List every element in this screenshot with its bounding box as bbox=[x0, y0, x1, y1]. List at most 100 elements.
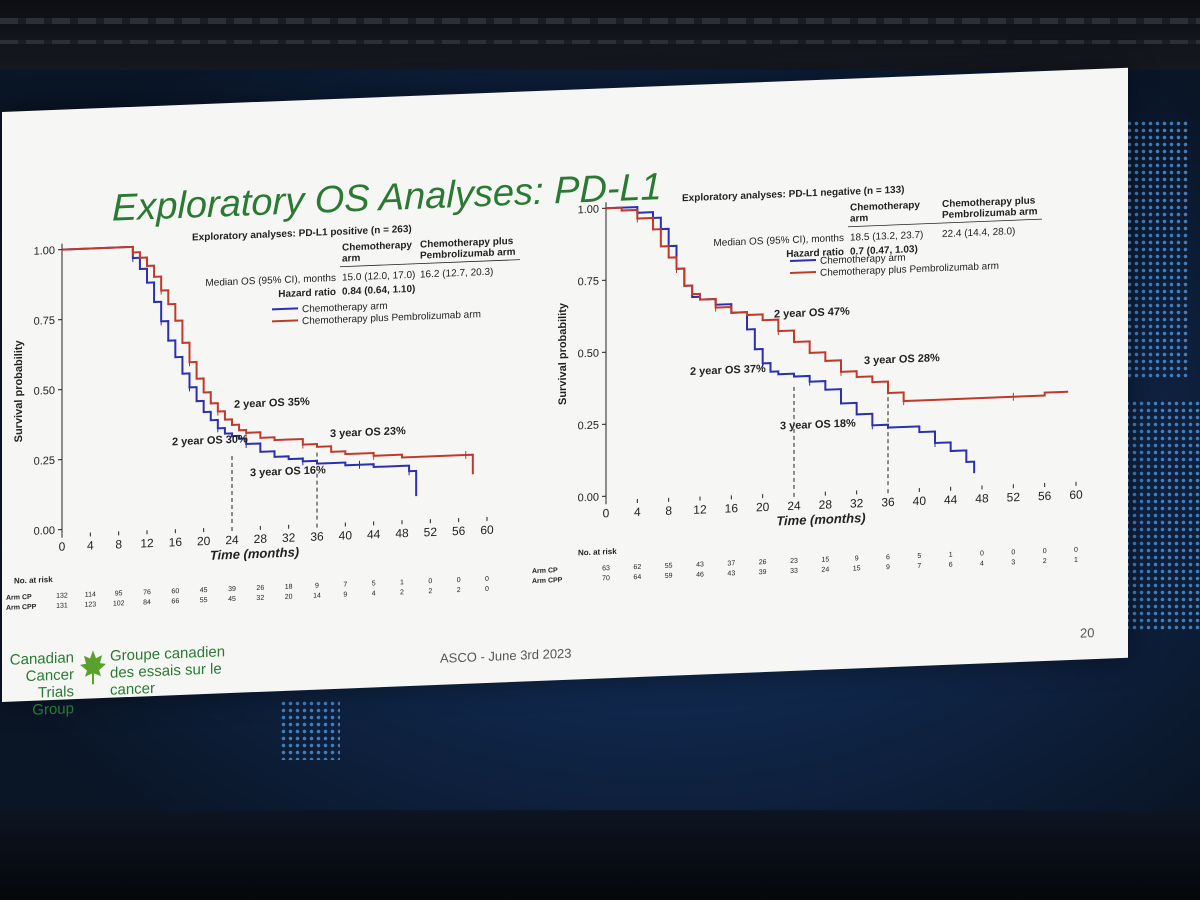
table-median-chemo-pembro: 22.4 (14.4, 28.0) bbox=[942, 226, 1015, 240]
world-map-dots bbox=[280, 700, 340, 760]
x-tick-label: 28 bbox=[819, 497, 833, 512]
maple-leaf-icon bbox=[80, 650, 106, 685]
y-tick-label: 1.00 bbox=[578, 204, 599, 217]
x-tick-label: 12 bbox=[140, 536, 154, 551]
table-col-chemo: Chemotherapyarm bbox=[342, 240, 412, 265]
risk-count: 66 bbox=[171, 598, 179, 605]
os-annotation: 2 year OS 37% bbox=[690, 363, 766, 378]
os-annotation: 2 year OS 30% bbox=[172, 433, 248, 448]
risk-count: 0 bbox=[485, 586, 489, 593]
risk-count: 102 bbox=[113, 600, 125, 607]
risk-count: 32 bbox=[256, 595, 264, 602]
risk-count: 63 bbox=[602, 565, 610, 572]
risk-row-label: Arm CP bbox=[6, 594, 32, 602]
risk-count: 3 bbox=[1011, 559, 1015, 566]
y-tick-label: 0.25 bbox=[578, 420, 599, 433]
x-tick-label: 44 bbox=[367, 527, 381, 542]
risk-count: 70 bbox=[602, 575, 610, 582]
risk-count: 18 bbox=[285, 584, 293, 591]
risk-count: 20 bbox=[285, 594, 293, 601]
legend-swatch bbox=[272, 307, 298, 311]
table-hr-value: 0.7 (0.47, 1.03) bbox=[850, 244, 918, 258]
risk-count: 39 bbox=[228, 586, 236, 593]
table-row-hr-label: Hazard ratio bbox=[786, 247, 844, 260]
risk-count: 43 bbox=[727, 570, 735, 577]
cctg-logo: Canadian Cancer Trials Group Groupe cana… bbox=[2, 643, 242, 719]
x-tick-label: 0 bbox=[59, 540, 66, 554]
x-tick-label: 20 bbox=[197, 534, 211, 549]
risk-count: 15 bbox=[853, 565, 861, 572]
x-tick-label: 52 bbox=[1007, 490, 1021, 505]
risk-count: 5 bbox=[917, 553, 921, 560]
x-axis-label: Time (months) bbox=[210, 544, 299, 563]
table-median-chemo: 15.0 (12.0, 17.0) bbox=[342, 270, 415, 284]
legend-label: Chemotherapy arm bbox=[302, 301, 388, 315]
risk-count: 26 bbox=[759, 559, 767, 566]
risk-count: 45 bbox=[200, 587, 208, 594]
x-tick-label: 48 bbox=[975, 491, 989, 506]
os-annotation: 3 year OS 28% bbox=[864, 352, 940, 367]
risk-table-title: No. at risk bbox=[578, 547, 617, 558]
x-tick-label: 56 bbox=[452, 524, 466, 539]
os-annotation: 3 year OS 23% bbox=[330, 425, 406, 440]
risk-row-label: Arm CP bbox=[532, 567, 558, 575]
table-row-median-label: Median OS (95% CI), months bbox=[205, 273, 336, 289]
risk-count: 14 bbox=[313, 592, 321, 599]
risk-row-label: Arm CPP bbox=[532, 577, 563, 585]
risk-count: 7 bbox=[917, 563, 921, 570]
x-tick-label: 24 bbox=[787, 499, 801, 514]
x-tick-label: 36 bbox=[881, 495, 895, 510]
risk-count: 76 bbox=[143, 589, 151, 596]
risk-count: 2 bbox=[1043, 558, 1047, 565]
risk-count: 0 bbox=[457, 577, 461, 584]
y-tick-label: 0.75 bbox=[34, 315, 55, 328]
risk-count: 0 bbox=[1074, 547, 1078, 554]
presentation-slide: Exploratory OS Analyses: PD-L1 0.00 0.25 0… bbox=[2, 67, 1128, 719]
risk-count: 55 bbox=[200, 597, 208, 604]
risk-count: 9 bbox=[315, 583, 319, 590]
risk-count: 62 bbox=[633, 564, 641, 571]
ceiling-truss bbox=[0, 0, 1200, 70]
legend-label: Chemotherapy arm bbox=[820, 253, 906, 267]
risk-count: 4 bbox=[372, 590, 376, 597]
x-tick-label: 8 bbox=[115, 537, 122, 551]
risk-count: 6 bbox=[949, 562, 953, 569]
risk-table-title: No. at risk bbox=[14, 575, 53, 586]
os-annotation: 3 year OS 16% bbox=[250, 464, 326, 479]
table-col-chemo: Chemotherapyarm bbox=[850, 200, 920, 225]
survival-curve bbox=[62, 245, 474, 475]
x-tick-label: 28 bbox=[254, 532, 268, 547]
x-tick-label: 60 bbox=[1069, 488, 1083, 503]
x-tick-label: 24 bbox=[225, 533, 239, 548]
legend-swatch bbox=[272, 319, 298, 323]
y-tick-label: 0.50 bbox=[578, 348, 599, 361]
risk-count: 37 bbox=[727, 560, 735, 567]
risk-count: 5 bbox=[372, 580, 376, 587]
x-axis-line bbox=[606, 482, 1076, 500]
table-col-chemo-pembro: Chemotherapy plusPembrolizumab arm bbox=[942, 195, 1038, 221]
page-number: 20 bbox=[1080, 625, 1095, 641]
y-tick-label: 0.75 bbox=[578, 276, 599, 289]
x-tick-label: 4 bbox=[634, 505, 641, 519]
chart-pdl1-positive: 0.000.250.500.751.000 4 8 12 16 20 24 28 32 36 40 4… bbox=[6, 224, 520, 612]
table-median-chemo: 18.5 (13.2, 23.7) bbox=[850, 230, 923, 244]
survival-curve bbox=[62, 245, 418, 497]
x-tick-label: 32 bbox=[282, 530, 296, 545]
os-annotation: 2 year OS 47% bbox=[774, 306, 850, 321]
truss-rail bbox=[0, 18, 1200, 24]
x-tick-label: 36 bbox=[310, 529, 324, 544]
risk-count: 123 bbox=[84, 601, 96, 608]
risk-count: 2 bbox=[457, 587, 461, 594]
risk-count: 24 bbox=[821, 566, 829, 573]
survival-curve bbox=[606, 205, 976, 474]
x-tick-label: 16 bbox=[725, 501, 739, 516]
risk-count: 0 bbox=[428, 578, 432, 585]
logo-text-fr: Groupe canadien des essais sur le cancer bbox=[110, 643, 226, 699]
risk-count: 55 bbox=[665, 563, 673, 570]
risk-count: 26 bbox=[256, 585, 264, 592]
y-tick-label: 0.50 bbox=[34, 385, 55, 398]
venue-floor bbox=[0, 810, 1200, 900]
legend-swatch bbox=[790, 259, 816, 263]
risk-count: 9 bbox=[886, 564, 890, 571]
risk-count: 132 bbox=[56, 592, 68, 599]
